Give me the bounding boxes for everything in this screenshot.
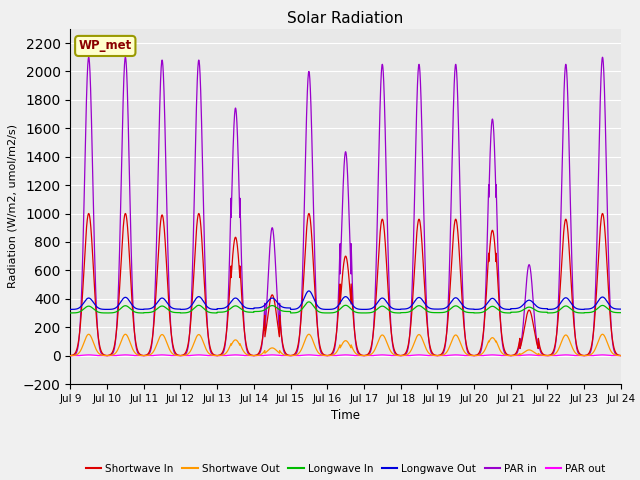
X-axis label: Time: Time bbox=[331, 409, 360, 422]
Text: WP_met: WP_met bbox=[79, 39, 132, 52]
Y-axis label: Radiation (W/m2, umol/m2/s): Radiation (W/m2, umol/m2/s) bbox=[7, 124, 17, 288]
Legend: Shortwave In, Shortwave Out, Longwave In, Longwave Out, PAR in, PAR out: Shortwave In, Shortwave Out, Longwave In… bbox=[81, 460, 610, 478]
Title: Solar Radiation: Solar Radiation bbox=[287, 11, 404, 26]
